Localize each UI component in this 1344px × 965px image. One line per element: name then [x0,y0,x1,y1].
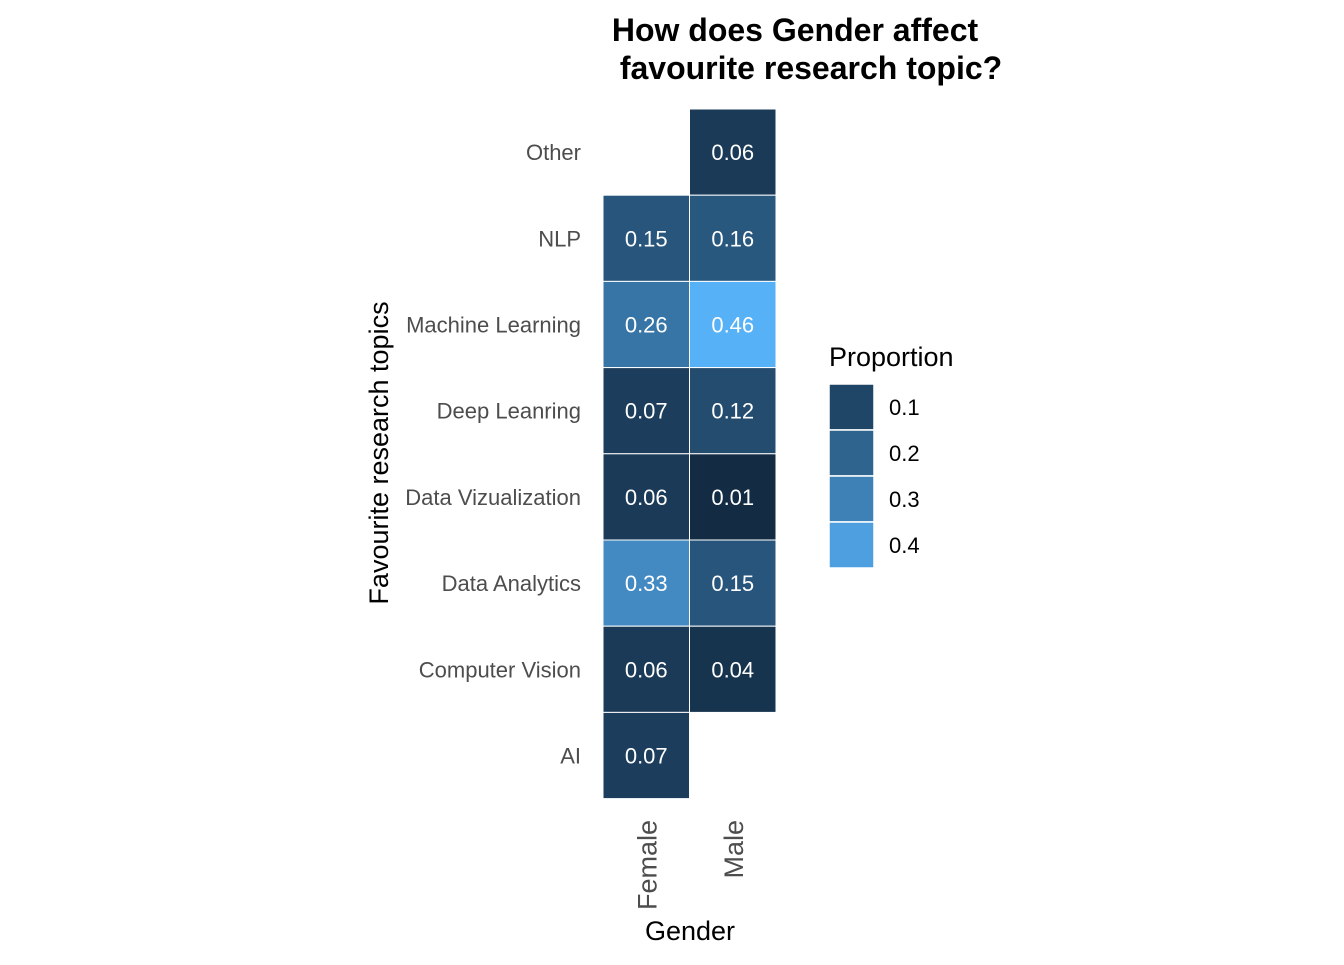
legend-key-label: 0.2 [889,441,920,466]
heatmap-cell-male-nlp [689,194,777,282]
cell-value-label: 0.06 [625,657,668,682]
cell-value-label: 0.07 [625,399,668,424]
cell-value-label: 0.15 [711,571,754,596]
heatmap-cell-female-nlp [602,194,690,282]
cell-value-label: 0.06 [625,485,668,510]
heatmap-cells: 0.06 0.15 0.16 0.26 0.46 0.07 0.12 0.06 0.01 0.33… [602,108,777,800]
legend-key-swatch [828,521,875,569]
heatmap-cell-male-data-analytics [689,539,777,627]
legend-key-label: 0.3 [889,487,920,512]
cell-value-label: 0.01 [711,485,754,510]
x-axis-tick-labels: Female Male [632,820,749,910]
y-tick-label-data-vizualization: Data Vizualization [405,485,581,510]
heatmap-cell-male-computer-vision [689,625,777,713]
x-axis-title: Gender [645,916,735,946]
chart-title-line-2: favourite research topic? [620,50,1002,86]
heatmap-cell-male-machine-learning [689,280,777,369]
cell-value-label: 0.06 [711,140,754,165]
heatmap-cell-female-data-analytics [602,539,690,627]
heatmap-cell-female-machine-learning [602,280,690,369]
cell-value-label: 0.33 [625,571,668,596]
y-tick-label-data-analytics: Data Analytics [442,571,581,596]
heatmap-cell-female-computer-vision [602,625,690,713]
legend-key-swatch [828,475,875,523]
legend-key-swatch [828,429,875,477]
y-tick-label-machine-learning: Machine Learning [406,313,581,338]
legend-title: Proportion [829,342,954,372]
legend-key-label: 0.1 [889,395,920,420]
y-tick-label-ai: AI [560,744,581,769]
y-axis-tick-labels: Other NLP Machine Learning Deep Leanring Dat… [405,140,581,768]
cell-value-label: 0.15 [625,226,668,251]
y-tick-label-deep-leanring: Deep Leanring [437,399,581,424]
y-tick-label-nlp: NLP [538,226,581,251]
chart-title-line-1: How does Gender affect [612,12,979,48]
legend-key-label: 0.4 [889,533,920,558]
heatmap-cell-female-ai [602,711,690,800]
heatmap-cell-female-data-vizualization [602,453,690,541]
y-axis-title: Favourite research topics [364,301,394,604]
cell-value-label: 0.16 [711,226,754,251]
x-tick-label-female: Female [632,820,662,910]
cell-value-label: 0.07 [625,744,668,769]
chart-title: How does Gender affect favourite researc… [612,12,1002,86]
legend: Proportion 0.1 0.2 0.3 0.4 [828,342,954,569]
cell-value-label: 0.12 [711,399,754,424]
cell-value-label: 0.46 [711,313,754,338]
heatmap-cell-male-other [689,108,777,196]
y-tick-label-computer-vision: Computer Vision [419,657,581,682]
cell-value-label: 0.04 [711,657,754,682]
heatmap-cell-female-deep-leanring [602,367,690,455]
cell-value-label: 0.26 [625,313,668,338]
y-tick-label-other: Other [526,140,581,165]
legend-key-swatch [828,383,875,431]
x-tick-label-male: Male [719,820,749,879]
